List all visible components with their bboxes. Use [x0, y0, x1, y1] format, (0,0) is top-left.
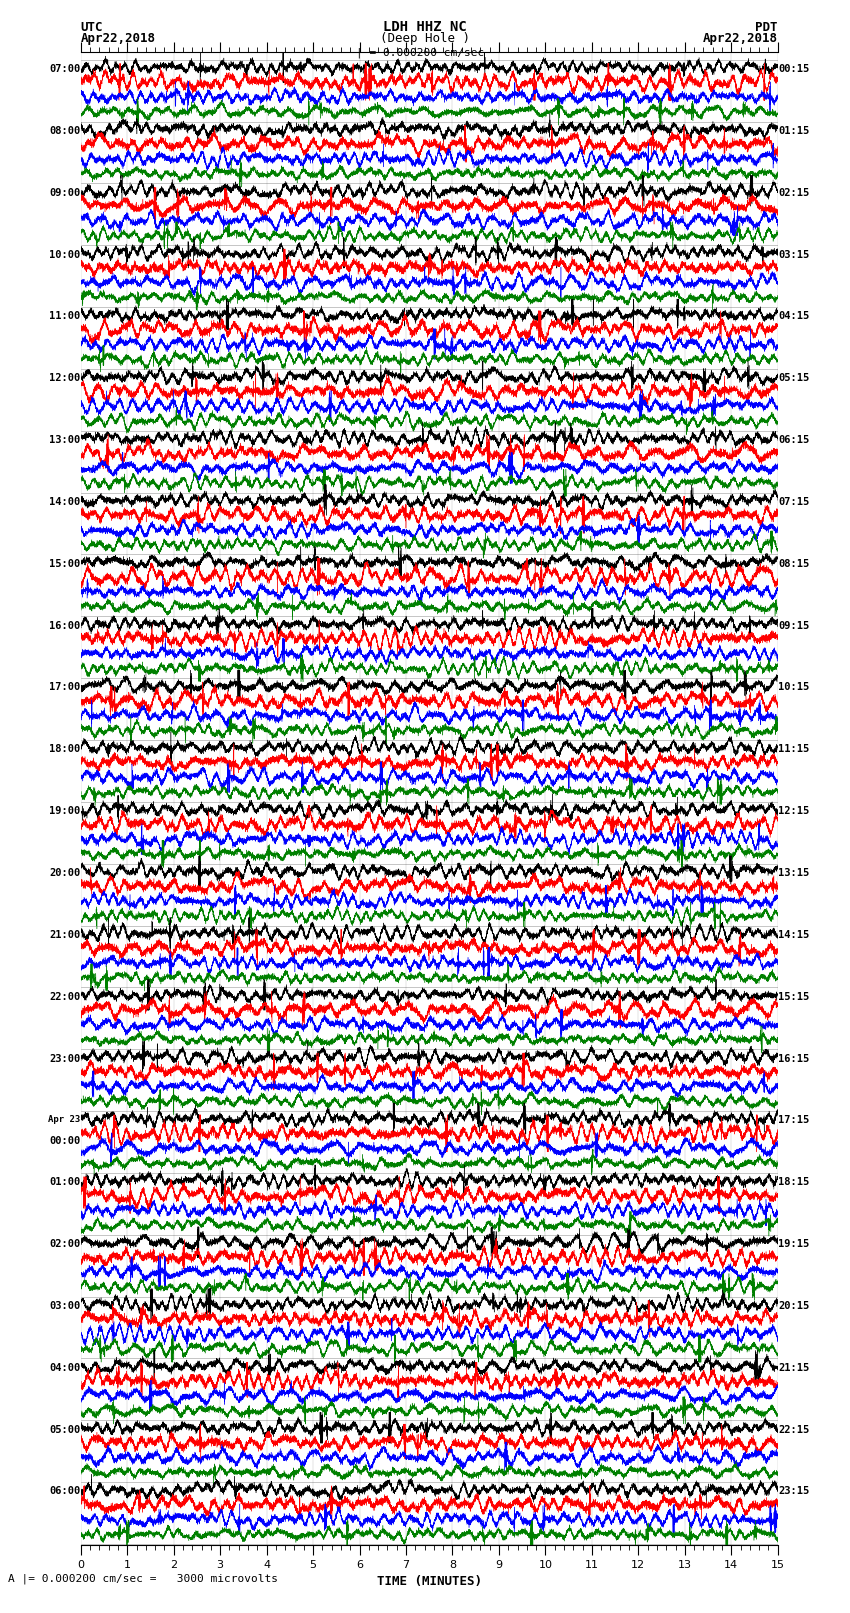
Text: 00:15: 00:15 [778, 65, 809, 74]
Text: LDH HHZ NC: LDH HHZ NC [383, 19, 467, 34]
Text: 09:15: 09:15 [778, 621, 809, 631]
Text: 12:00: 12:00 [49, 373, 81, 384]
Text: 04:00: 04:00 [49, 1363, 81, 1373]
Text: 07:00: 07:00 [49, 65, 81, 74]
Text: 18:00: 18:00 [49, 744, 81, 755]
Text: 19:00: 19:00 [49, 806, 81, 816]
Text: UTC: UTC [81, 21, 103, 34]
Text: 18:15: 18:15 [778, 1177, 809, 1187]
Text: 21:00: 21:00 [49, 929, 81, 940]
Text: 05:00: 05:00 [49, 1424, 81, 1434]
Text: 16:15: 16:15 [778, 1053, 809, 1063]
Text: 02:00: 02:00 [49, 1239, 81, 1248]
Text: 22:00: 22:00 [49, 992, 81, 1002]
Text: 23:00: 23:00 [49, 1053, 81, 1063]
Text: Apr 23: Apr 23 [48, 1116, 81, 1124]
Text: 10:00: 10:00 [49, 250, 81, 260]
Text: 02:15: 02:15 [778, 187, 809, 198]
Text: 14:15: 14:15 [778, 929, 809, 940]
Text: 22:15: 22:15 [778, 1424, 809, 1434]
Text: 17:00: 17:00 [49, 682, 81, 692]
Text: 12:15: 12:15 [778, 806, 809, 816]
Text: 00:00: 00:00 [49, 1136, 81, 1145]
Text: 23:15: 23:15 [778, 1487, 809, 1497]
Text: 05:15: 05:15 [778, 373, 809, 384]
Text: 17:15: 17:15 [778, 1116, 809, 1126]
Text: 10:15: 10:15 [778, 682, 809, 692]
Text: 03:15: 03:15 [778, 250, 809, 260]
Text: PDT: PDT [756, 21, 778, 34]
Text: 04:15: 04:15 [778, 311, 809, 321]
Text: 08:15: 08:15 [778, 558, 809, 569]
Text: 20:15: 20:15 [778, 1302, 809, 1311]
Text: | = 0.000200 cm/sec: | = 0.000200 cm/sec [356, 47, 484, 58]
Text: A |= 0.000200 cm/sec =   3000 microvolts: A |= 0.000200 cm/sec = 3000 microvolts [8, 1573, 279, 1584]
Text: 06:15: 06:15 [778, 436, 809, 445]
Text: 06:00: 06:00 [49, 1487, 81, 1497]
Text: 21:15: 21:15 [778, 1363, 809, 1373]
Text: 01:00: 01:00 [49, 1177, 81, 1187]
Text: 20:00: 20:00 [49, 868, 81, 877]
Text: 11:15: 11:15 [778, 744, 809, 755]
Text: 13:00: 13:00 [49, 436, 81, 445]
Text: 01:15: 01:15 [778, 126, 809, 135]
Text: 15:15: 15:15 [778, 992, 809, 1002]
X-axis label: TIME (MINUTES): TIME (MINUTES) [377, 1576, 482, 1589]
Text: 14:00: 14:00 [49, 497, 81, 506]
Text: 09:00: 09:00 [49, 187, 81, 198]
Text: 19:15: 19:15 [778, 1239, 809, 1248]
Text: 03:00: 03:00 [49, 1302, 81, 1311]
Text: 07:15: 07:15 [778, 497, 809, 506]
Text: 08:00: 08:00 [49, 126, 81, 135]
Text: Apr22,2018: Apr22,2018 [81, 32, 156, 45]
Text: Apr22,2018: Apr22,2018 [703, 32, 778, 45]
Text: 15:00: 15:00 [49, 558, 81, 569]
Text: 13:15: 13:15 [778, 868, 809, 877]
Text: 11:00: 11:00 [49, 311, 81, 321]
Text: 16:00: 16:00 [49, 621, 81, 631]
Text: (Deep Hole ): (Deep Hole ) [380, 32, 470, 45]
